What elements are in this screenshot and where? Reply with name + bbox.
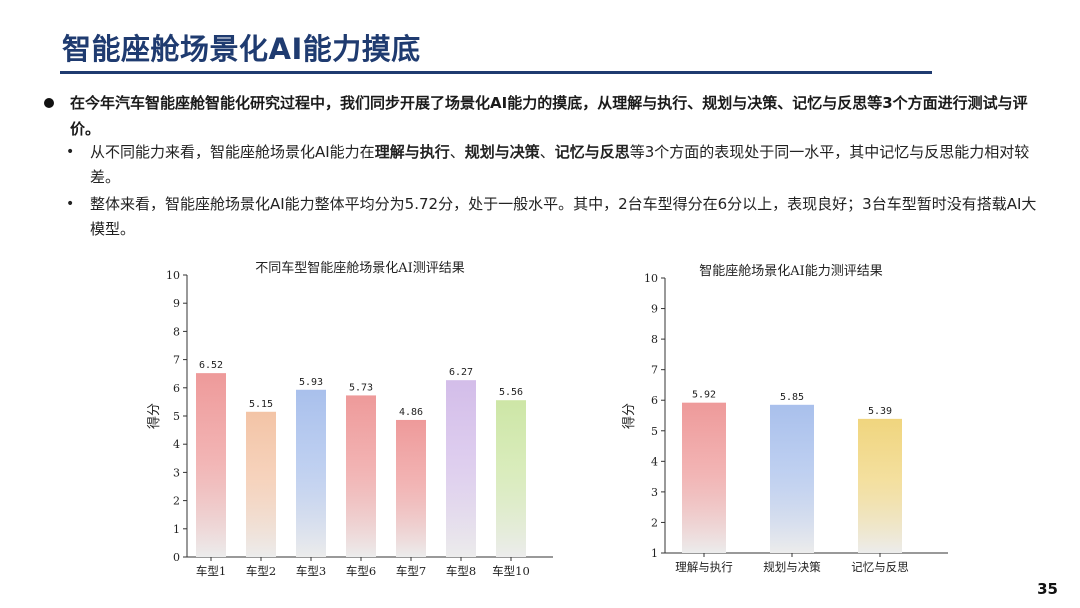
y-tick-label: 7 [173,354,180,367]
sub1-bold-2: 规划与决策 [464,143,540,161]
bar-车型2 [246,411,276,557]
main-bullet-text: 在今年汽车智能座舱智能化研究过程中，我们同步开展了场景化AI能力的摸底，从理解与… [70,94,1028,138]
bar-value-label: 6.27 [449,367,473,378]
y-tick-label: 3 [173,466,180,479]
y-tick-label: 2 [651,516,658,529]
x-tick-label: 记忆与反思 [851,560,909,574]
y-tick-label: 8 [173,325,180,338]
chart-title: 智能座舱场景化AI能力测评结果 [699,264,883,279]
bar-value-label: 5.92 [692,390,716,401]
y-axis-label: 得分 [621,403,637,429]
bar-规划与决策 [770,404,814,553]
y-tick-label: 10 [644,272,658,285]
bar-记忆与反思 [858,418,902,553]
bar-车型3 [296,389,326,557]
bar-value-label: 5.15 [249,399,273,410]
bullet-dot-icon [44,98,54,108]
bar-value-label: 5.73 [349,382,373,393]
y-tick-label: 7 [651,364,658,377]
y-tick-label: 4 [173,438,180,451]
bar-车型6 [346,395,376,557]
x-tick-label: 规划与决策 [763,560,821,574]
page-number: 35 [1037,580,1058,598]
sub1-bold-3: 记忆与反思 [554,143,630,161]
y-tick-label: 6 [173,382,180,395]
bar-value-label: 4.86 [399,407,423,418]
y-axis-label: 得分 [146,403,162,429]
sub1-bold-1: 理解与执行 [374,143,450,161]
bar-车型1 [196,373,226,557]
x-tick-label: 车型10 [492,564,530,578]
sub-bullet-1: • 从不同能力来看，智能座舱场景化AI能力在理解与执行、规划与决策、记忆与反思等… [66,140,1041,190]
sub-bullet-dot-icon: • [66,196,75,212]
bar-车型8 [446,380,476,557]
sub-bullet-1-text: 从不同能力来看，智能座舱场景化AI能力在理解与执行、规划与决策、记忆与反思等3个… [90,140,1041,190]
bar-value-label: 5.85 [780,392,804,403]
y-tick-label: 4 [651,455,658,468]
x-tick-label: 车型6 [346,564,376,578]
sub1-suffix: 等3个方面的表现处于同一水平，其中记忆与反思能力相对较差。 [90,143,1030,186]
y-tick-label: 10 [166,269,180,282]
bar-value-label: 5.56 [499,387,523,398]
bar-车型10 [496,400,526,557]
y-tick-label: 0 [173,551,180,564]
x-tick-label: 理解与执行 [675,560,733,574]
y-tick-label: 9 [651,303,658,316]
y-tick-label: 6 [651,394,658,407]
y-tick-label: 1 [651,547,658,560]
sub-bullet-2: • 整体来看，智能座舱场景化AI能力整体平均分为5.72分，处于一般水平。其中，… [66,192,1041,242]
sub-bullet-dot-icon: • [66,144,75,160]
chart-title: 不同车型智能座舱场景化AI测评结果 [255,260,465,276]
y-tick-label: 8 [651,333,658,346]
sub1-prefix: 从不同能力来看，智能座舱场景化AI能力在 [90,143,375,161]
bar-理解与执行 [682,402,726,553]
bar-车型7 [396,419,426,557]
x-tick-label: 车型3 [296,564,326,578]
bar-value-label: 5.93 [299,377,323,388]
bar-value-label: 5.39 [868,406,892,417]
x-tick-label: 车型8 [446,564,476,578]
y-tick-label: 2 [173,495,180,508]
sub1-sep-1: 、 [449,143,465,161]
y-tick-label: 1 [173,523,180,536]
slide-title: 智能座舱场景化AI能力摸底 [62,32,421,66]
x-tick-label: 车型1 [196,564,226,578]
sub1-sep-2: 、 [539,143,555,161]
main-bullet: 在今年汽车智能座舱智能化研究过程中，我们同步开展了场景化AI能力的摸底，从理解与… [44,90,1044,142]
sub-bullet-2-text: 整体来看，智能座舱场景化AI能力整体平均分为5.72分，处于一般水平。其中，2台… [90,195,1037,238]
x-tick-label: 车型2 [246,564,276,578]
y-tick-label: 5 [173,410,180,423]
bar-value-label: 6.52 [199,360,223,371]
title-underline [60,71,932,74]
x-tick-label: 车型7 [396,564,426,578]
y-tick-label: 5 [651,425,658,438]
y-tick-label: 9 [173,297,180,310]
y-tick-label: 3 [651,486,658,499]
